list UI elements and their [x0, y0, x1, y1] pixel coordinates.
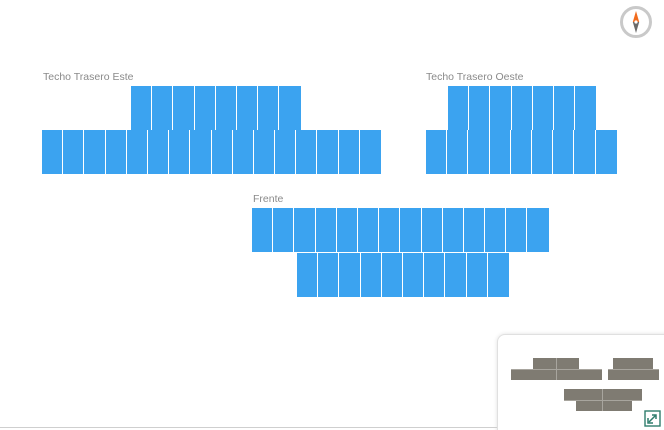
bottom-divider	[0, 427, 497, 428]
compass-icon[interactable]	[620, 6, 652, 38]
solar-panel[interactable]	[258, 86, 280, 130]
minimap-panels-frente-top	[564, 389, 642, 400]
solar-panel[interactable]	[379, 208, 401, 252]
solar-panel[interactable]	[468, 130, 490, 174]
minimap-divider	[556, 358, 557, 380]
solar-panel[interactable]	[273, 208, 295, 252]
solar-panel[interactable]	[532, 86, 554, 130]
expand-icon[interactable]	[644, 410, 661, 427]
solar-panel[interactable]	[424, 253, 446, 297]
solar-panel[interactable]	[147, 130, 170, 174]
solar-panel[interactable]	[63, 130, 85, 174]
group-label-frente: Frente	[253, 193, 284, 205]
solar-panel[interactable]	[296, 130, 318, 174]
solar-panel[interactable]	[400, 208, 422, 252]
solar-panel[interactable]	[595, 130, 617, 174]
solar-panel[interactable]	[357, 208, 380, 252]
solar-panel[interactable]	[359, 130, 381, 174]
solar-panel[interactable]	[466, 253, 488, 297]
solar-panel[interactable]	[232, 130, 254, 174]
solar-panel[interactable]	[574, 130, 596, 174]
minimap-panels-oeste-top	[613, 358, 653, 369]
solar-panel[interactable]	[531, 130, 554, 174]
minimap-divider	[564, 400, 642, 401]
minimap-panels-frente-bottom	[576, 400, 632, 411]
solar-panel[interactable]	[297, 253, 319, 297]
solar-panel[interactable]	[490, 86, 512, 130]
solar-panel[interactable]	[169, 130, 191, 174]
solar-panel[interactable]	[294, 208, 316, 252]
solar-panel[interactable]	[252, 208, 274, 252]
solar-panel[interactable]	[275, 130, 297, 174]
panel-row-techo-trasero-oeste-top	[448, 86, 597, 130]
solar-panel[interactable]	[511, 86, 533, 130]
panel-row-frente-bottom	[297, 253, 509, 297]
solar-panel[interactable]	[279, 86, 301, 130]
solar-panel[interactable]	[402, 253, 425, 297]
solar-panel[interactable]	[42, 130, 64, 174]
solar-panel[interactable]	[553, 86, 576, 130]
solar-panel[interactable]	[426, 130, 448, 174]
solar-panel[interactable]	[338, 130, 360, 174]
solar-panel[interactable]	[469, 86, 491, 130]
panel-row-techo-trasero-este-bottom	[42, 130, 381, 174]
solar-panel[interactable]	[448, 86, 470, 130]
solar-panel[interactable]	[194, 86, 216, 130]
minimap-panels-oeste-bottom	[608, 369, 659, 380]
solar-panel[interactable]	[336, 208, 358, 252]
solar-panel[interactable]	[339, 253, 361, 297]
solar-panel[interactable]	[105, 130, 127, 174]
solar-panel[interactable]	[553, 130, 575, 174]
solar-panel[interactable]	[510, 130, 532, 174]
solar-panel[interactable]	[463, 208, 486, 252]
solar-panel[interactable]	[487, 253, 509, 297]
minimap-divider	[608, 369, 659, 370]
solar-panel[interactable]	[317, 130, 339, 174]
panel-row-techo-trasero-este-top	[131, 86, 301, 130]
panel-row-frente-top	[252, 208, 549, 252]
solar-panel[interactable]	[506, 208, 528, 252]
solar-panel[interactable]	[236, 86, 259, 130]
solar-panel[interactable]	[131, 86, 153, 130]
solar-panel[interactable]	[211, 130, 233, 174]
solar-panel[interactable]	[215, 86, 237, 130]
solar-panel[interactable]	[381, 253, 403, 297]
solar-panel[interactable]	[445, 253, 467, 297]
solar-panel[interactable]	[360, 253, 382, 297]
minimap-divider	[602, 389, 603, 411]
solar-panel[interactable]	[489, 130, 511, 174]
solar-panel[interactable]	[575, 86, 597, 130]
solar-panel[interactable]	[447, 130, 469, 174]
solar-panel[interactable]	[190, 130, 212, 174]
solar-panel[interactable]	[315, 208, 337, 252]
minimap[interactable]	[497, 334, 664, 430]
solar-panel[interactable]	[152, 86, 174, 130]
panel-row-techo-trasero-oeste-bottom	[426, 130, 617, 174]
solar-panel[interactable]	[173, 86, 195, 130]
solar-panel[interactable]	[442, 208, 464, 252]
solar-panel[interactable]	[253, 130, 276, 174]
group-label-techo-trasero-oeste: Techo Trasero Oeste	[426, 71, 524, 83]
solar-panel[interactable]	[421, 208, 443, 252]
solar-panel[interactable]	[126, 130, 148, 174]
solar-panel[interactable]	[84, 130, 106, 174]
solar-panel[interactable]	[318, 253, 340, 297]
solar-panel[interactable]	[485, 208, 507, 252]
group-label-techo-trasero-este: Techo Trasero Este	[43, 71, 134, 83]
solar-panel[interactable]	[527, 208, 549, 252]
